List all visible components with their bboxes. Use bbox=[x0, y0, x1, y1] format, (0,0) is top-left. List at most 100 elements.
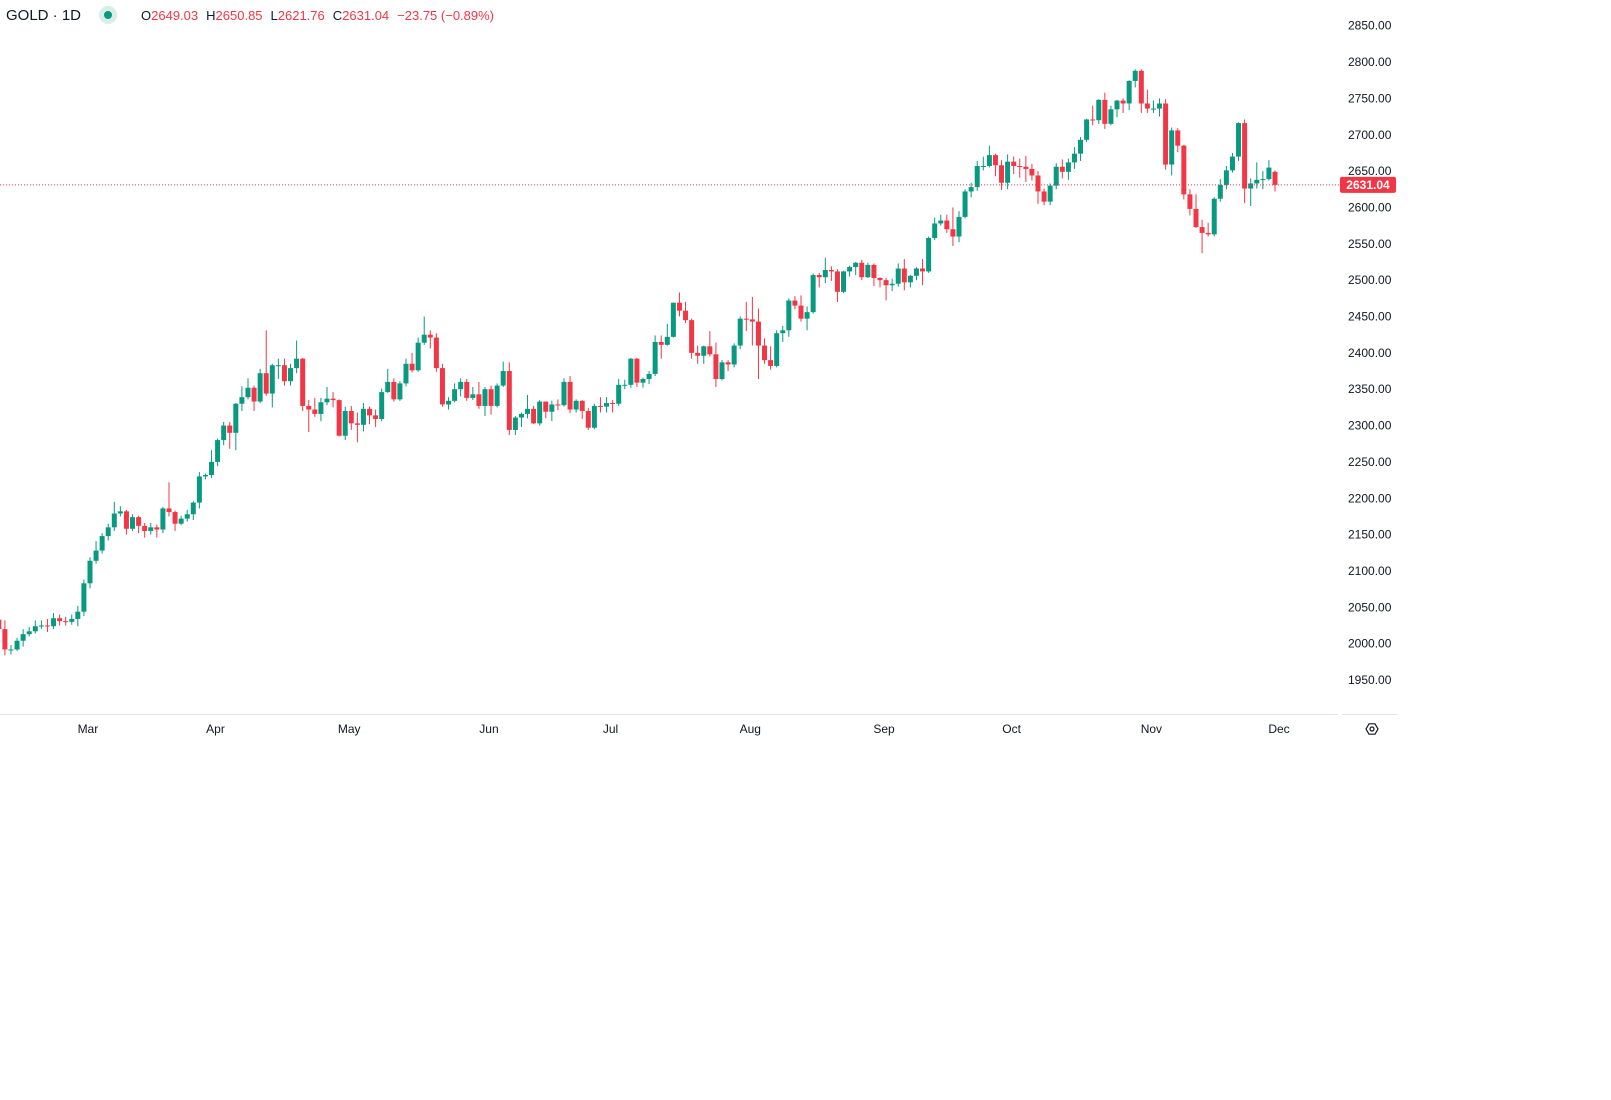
candle bbox=[1005, 154, 1011, 190]
candle bbox=[379, 388, 385, 422]
symbol-title[interactable]: GOLD · 1D bbox=[6, 6, 82, 24]
last-price-label: 2631.04 bbox=[1346, 178, 1390, 192]
candle bbox=[81, 579, 87, 617]
candle bbox=[26, 626, 32, 637]
candle bbox=[689, 318, 695, 359]
time-tick-label: Mar bbox=[78, 722, 99, 736]
candle bbox=[1272, 170, 1278, 192]
candle-body bbox=[324, 398, 330, 403]
candle bbox=[786, 298, 792, 337]
candle bbox=[932, 217, 938, 241]
candle-body bbox=[786, 300, 792, 331]
candle-body bbox=[1211, 198, 1217, 235]
price-axis[interactable]: 2850.00 2800.00 2750.00 2700.00 2650.00 2600.… bbox=[1348, 19, 1392, 687]
candle-body bbox=[889, 283, 895, 286]
candle bbox=[300, 357, 306, 412]
candle-body bbox=[573, 400, 579, 410]
candle-body bbox=[920, 268, 926, 272]
candle bbox=[974, 160, 980, 191]
price-tick-label: 2150.00 bbox=[1348, 528, 1392, 542]
candle-body bbox=[628, 358, 634, 385]
candle-body bbox=[518, 413, 524, 418]
candle bbox=[275, 358, 281, 380]
candle-body bbox=[804, 312, 810, 319]
low-value: 2621.76 bbox=[277, 7, 325, 23]
candle bbox=[202, 473, 208, 480]
candle-body bbox=[1254, 179, 1260, 184]
change-value: −23.75 (−0.89%) bbox=[397, 7, 495, 23]
candle-body bbox=[348, 411, 354, 424]
candle bbox=[980, 156, 986, 171]
candle-body bbox=[288, 368, 294, 382]
price-tick-label: 2350.00 bbox=[1348, 382, 1392, 396]
candle bbox=[500, 361, 506, 388]
candle-body bbox=[1059, 166, 1065, 172]
candle bbox=[330, 392, 336, 408]
candlestick-chart[interactable]: 2850.00 2800.00 2750.00 2700.00 2650.00 2600.… bbox=[0, 0, 1611, 760]
candle bbox=[518, 412, 524, 428]
candle-body bbox=[701, 346, 707, 356]
candle bbox=[561, 378, 567, 407]
candle bbox=[136, 515, 142, 534]
candle bbox=[1223, 166, 1229, 190]
candle-body bbox=[500, 371, 506, 386]
candle bbox=[567, 376, 573, 414]
candle bbox=[1144, 89, 1150, 113]
candle-body bbox=[907, 275, 913, 283]
candle bbox=[780, 325, 786, 342]
candle-body bbox=[1035, 175, 1041, 192]
candle bbox=[324, 387, 330, 406]
candle bbox=[1059, 159, 1065, 179]
candle bbox=[1211, 197, 1217, 237]
candle bbox=[190, 501, 196, 521]
candle-body bbox=[956, 216, 962, 237]
candle bbox=[263, 330, 269, 396]
candle-body bbox=[944, 220, 950, 230]
candle-body bbox=[1187, 194, 1193, 209]
settings-gear-icon[interactable] bbox=[1365, 723, 1379, 735]
candle-body bbox=[470, 394, 476, 398]
candle-body bbox=[482, 389, 488, 406]
candle bbox=[1041, 188, 1047, 206]
candle-body bbox=[1120, 100, 1126, 104]
candle bbox=[123, 509, 129, 535]
candle-body bbox=[20, 634, 26, 641]
candle-body bbox=[391, 381, 397, 400]
candle bbox=[245, 378, 251, 400]
candle-body bbox=[360, 408, 366, 425]
price-tick-label: 2500.00 bbox=[1348, 273, 1392, 287]
candle-body bbox=[755, 321, 761, 346]
candle bbox=[38, 620, 44, 630]
open-label: O bbox=[141, 7, 152, 23]
candle bbox=[1084, 118, 1090, 143]
candle-body bbox=[1229, 156, 1235, 171]
candle-body bbox=[142, 525, 148, 531]
candle bbox=[464, 379, 470, 401]
candle-body bbox=[713, 354, 719, 380]
candle-body bbox=[251, 387, 257, 402]
candle-body bbox=[1272, 171, 1278, 185]
time-axis[interactable]: Mar Apr May Jun Jul Aug Sep Oct Nov Dec bbox=[78, 722, 1290, 736]
candle-body bbox=[154, 527, 160, 530]
candle-body bbox=[1236, 123, 1242, 157]
candle bbox=[762, 338, 768, 364]
candle bbox=[209, 450, 215, 478]
candle-body bbox=[731, 345, 737, 365]
candle bbox=[458, 378, 464, 397]
candle-body bbox=[798, 305, 804, 319]
time-tick-label: Jul bbox=[603, 722, 618, 736]
candle-body bbox=[69, 618, 75, 622]
candle-body bbox=[209, 461, 215, 475]
candle bbox=[142, 522, 148, 538]
candle bbox=[215, 438, 221, 467]
candle bbox=[318, 397, 324, 422]
candle bbox=[1229, 152, 1235, 173]
candle-body bbox=[63, 621, 69, 623]
candle-body bbox=[1047, 185, 1053, 202]
candle-body bbox=[950, 229, 956, 237]
candle-body bbox=[44, 625, 50, 627]
candle-body bbox=[1157, 103, 1163, 109]
candle-body bbox=[689, 320, 695, 353]
candle bbox=[883, 277, 889, 301]
candle-body bbox=[883, 280, 889, 286]
